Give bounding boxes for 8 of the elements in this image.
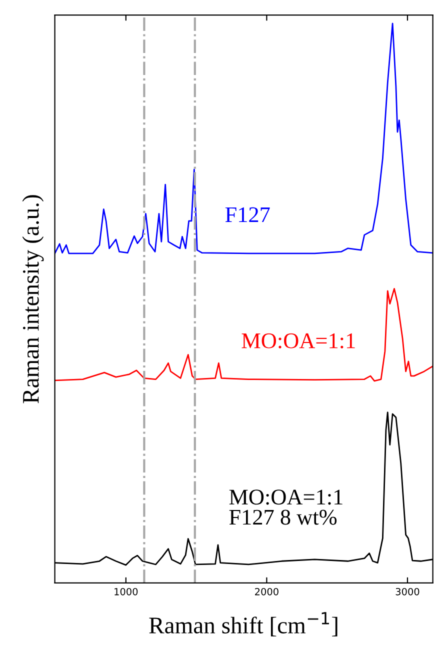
y-axis-title: Raman intensity (a.u.) [22, 195, 44, 404]
series-label: F127 [225, 207, 270, 222]
x-tick-label: 3000 [396, 588, 420, 596]
series-label: MO:OA=1:1 F127 8 wt% [229, 490, 342, 525]
series-label: MO:OA=1:1 [242, 333, 355, 348]
x-tick-label: 1000 [114, 588, 138, 596]
x-axis-title: Raman shift [cm$^{−1}$] [149, 612, 338, 636]
x-tick-label: 2000 [255, 588, 278, 596]
